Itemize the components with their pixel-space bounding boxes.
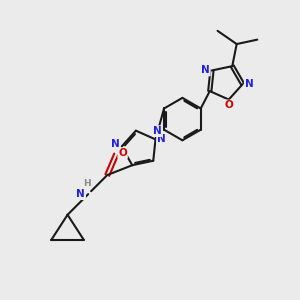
Text: N: N: [111, 139, 120, 149]
Text: H: H: [83, 179, 91, 188]
Text: N: N: [76, 189, 85, 199]
Text: N: N: [201, 65, 210, 76]
Text: N: N: [157, 134, 166, 144]
Text: N: N: [245, 79, 254, 89]
Text: N: N: [153, 126, 162, 136]
Text: O: O: [118, 148, 127, 158]
Text: O: O: [224, 100, 233, 110]
